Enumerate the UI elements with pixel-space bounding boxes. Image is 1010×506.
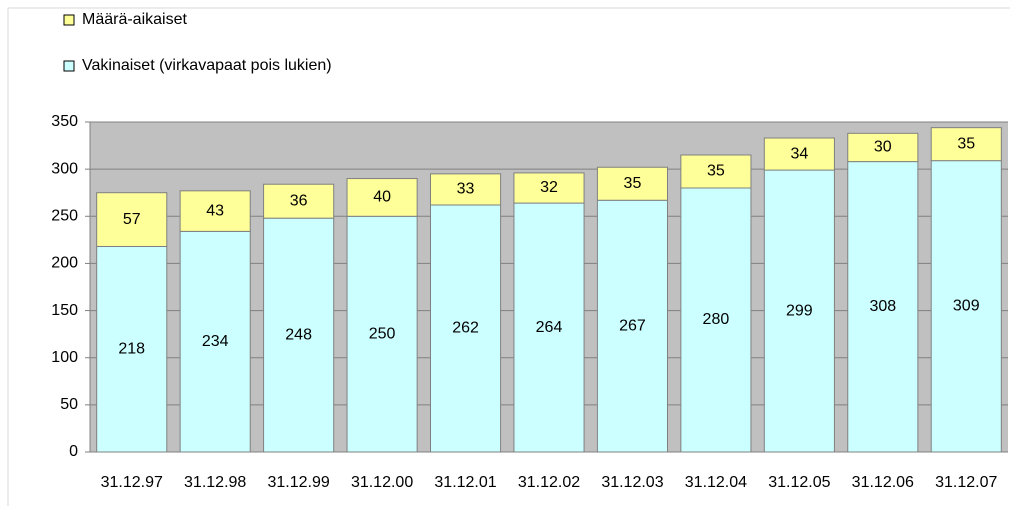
data-label: 218 [118, 340, 145, 357]
bar-segment [847, 161, 919, 453]
bar-segment [346, 178, 418, 217]
x-tick-label: 31.12.02 [518, 474, 580, 491]
data-label: 234 [202, 333, 229, 350]
x-tick-label: 31.12.98 [184, 474, 246, 491]
bar-segment [596, 199, 669, 453]
x-tick-label: 31.12.07 [935, 474, 997, 491]
y-tick-label: 300 [51, 160, 78, 177]
x-tick-label: 31.12.05 [768, 474, 830, 491]
data-label: 308 [869, 298, 896, 315]
bar-segment [96, 192, 168, 247]
y-tick-label: 200 [51, 255, 78, 272]
x-tick-label: 31.12.03 [601, 474, 663, 491]
x-tick-label: 31.12.06 [852, 474, 914, 491]
x-tick-label: 31.12.97 [101, 474, 163, 491]
data-label: 33 [457, 181, 475, 198]
legend-swatch [63, 14, 75, 26]
data-label: 280 [703, 311, 730, 328]
bar-segment [179, 230, 251, 453]
data-label: 299 [786, 302, 813, 319]
legend-swatch [63, 60, 75, 72]
bar-segment [513, 172, 585, 204]
y-tick-label: 100 [51, 349, 78, 366]
bar-segment [763, 169, 835, 453]
bar-segment [263, 217, 335, 453]
data-label: 262 [452, 320, 479, 337]
bar-segment [680, 154, 752, 189]
legend-label: Vakinaiset (virkavapaat pois lukien) [82, 57, 332, 74]
y-tick-label: 350 [51, 113, 78, 130]
bar-segment [179, 190, 251, 232]
bar-segment [96, 245, 168, 453]
data-label: 32 [540, 179, 558, 196]
legend-label: Määrä-aikaiset [82, 11, 187, 28]
data-label: 35 [957, 135, 975, 152]
bar-segment [429, 204, 502, 453]
data-label: 264 [536, 319, 563, 336]
y-tick-label: 50 [60, 396, 78, 413]
data-label: 40 [373, 189, 391, 206]
x-tick-label: 31.12.01 [434, 474, 496, 491]
data-label: 43 [206, 202, 224, 219]
y-tick-label: 150 [51, 302, 78, 319]
bar-segment [847, 132, 919, 163]
data-label: 250 [369, 325, 396, 342]
data-label: 34 [790, 145, 808, 162]
y-tick-label: 250 [51, 208, 78, 225]
data-label: 267 [619, 317, 646, 334]
bar-segment [930, 127, 1002, 162]
data-label: 57 [123, 211, 141, 228]
data-label: 36 [290, 192, 308, 209]
bar-segment [346, 215, 418, 453]
x-tick-label: 31.12.04 [685, 474, 747, 491]
bar-segment [596, 166, 669, 201]
x-tick-label: 31.12.00 [351, 474, 413, 491]
y-tick-label: 0 [69, 443, 78, 460]
data-label: 309 [953, 298, 980, 315]
bar-segment [429, 173, 502, 206]
data-label: 35 [624, 175, 642, 192]
bar-segment [930, 160, 1002, 453]
data-label: 35 [707, 163, 725, 180]
bar-segment [763, 137, 835, 171]
bar-segment [263, 183, 335, 219]
data-label: 30 [874, 139, 892, 156]
data-label: 248 [285, 326, 312, 343]
x-tick-label: 31.12.99 [267, 474, 329, 491]
